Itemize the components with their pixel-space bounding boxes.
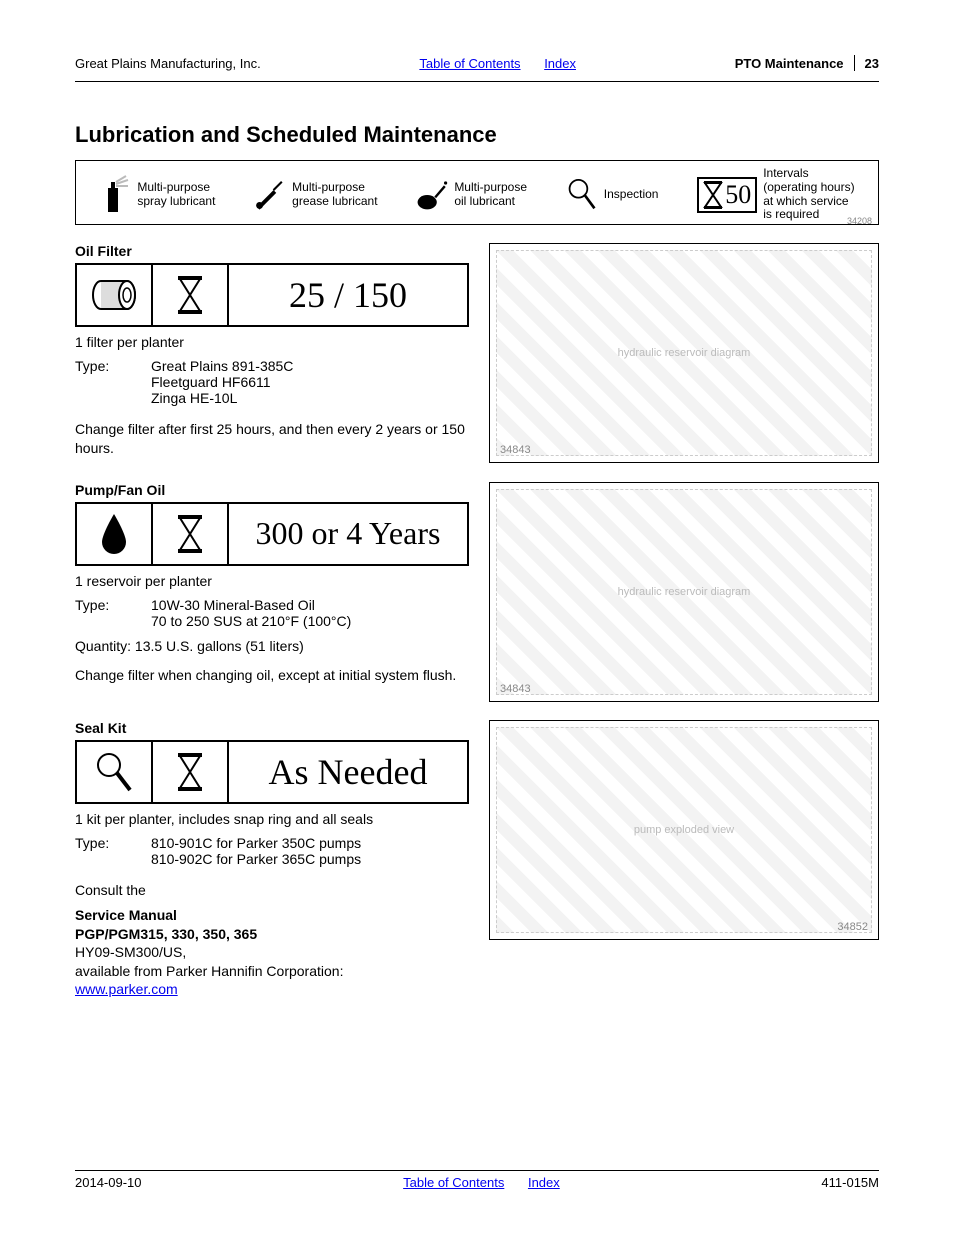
pump-oil-quantity: Quantity: 13.5 U.S. gallons (51 liters) [75, 637, 469, 656]
hourglass-icon [153, 265, 229, 325]
section-title: Lubrication and Scheduled Maintenance [75, 122, 879, 148]
type-label: Type: [75, 835, 133, 867]
company-name: Great Plains Manufacturing, Inc. [75, 56, 261, 71]
type-label: Type: [75, 597, 133, 629]
oil-filter-interval: 25 / 150 [229, 274, 467, 316]
seal-kit-title: Seal Kit [75, 720, 469, 736]
figure-ref: 34843 [500, 683, 531, 695]
oil-filter-type: Type: Great Plains 891-385C Fleetguard H… [75, 358, 469, 406]
pump-oil-row: Pump/Fan Oil 300 or 4 Years 1 reservoir … [75, 482, 879, 702]
divider [854, 55, 855, 71]
interval-number: 50 [725, 180, 751, 210]
type-value: 810-901C for Parker 350C pumps 810-902C … [151, 835, 361, 867]
legend-interval-label: Intervals (operating hours) at which ser… [763, 167, 854, 222]
pump-oil-title: Pump/Fan Oil [75, 482, 469, 498]
seal-kit-type: Type: 810-901C for Parker 350C pumps 810… [75, 835, 469, 867]
seal-kit-interval: As Needed [229, 751, 467, 793]
oil-drop-icon [77, 504, 153, 564]
oil-filter-note: Change filter after first 25 hours, and … [75, 420, 469, 458]
seal-kit-figure-col: pump exploded view 34852 [489, 720, 879, 997]
page-header: Great Plains Manufacturing, Inc. Table o… [75, 55, 879, 75]
legend-oil-label: Multi-purpose oil lubricant [454, 181, 527, 209]
seal-kit-row: Seal Kit As Needed 1 kit per planter, in… [75, 720, 879, 997]
header-nav: Table of Contents Index [261, 56, 735, 71]
seal-kit-code: HY09-SM300/US, [75, 943, 469, 962]
footer-date: 2014-09-10 [75, 1175, 142, 1190]
magnifier-icon [77, 742, 153, 802]
legend-grease: Multi-purpose grease lubricant [254, 174, 377, 216]
pump-oil-note: Change filter when changing oil, except … [75, 666, 469, 685]
seal-kit-manual: Service Manual PGP/PGM315, 330, 350, 365 [75, 906, 469, 944]
legend-ref: 34208 [847, 216, 872, 226]
footer-index-link[interactable]: Index [528, 1175, 560, 1190]
type-value: 10W-30 Mineral-Based Oil 70 to 250 SUS a… [151, 597, 351, 629]
pump-oil-interval: 300 or 4 Years [229, 515, 467, 552]
legend-spray: Multi-purpose spray lubricant [99, 174, 215, 216]
legend-inspection: Inspection [566, 174, 659, 216]
pump-oil-interval-box: 300 or 4 Years [75, 502, 469, 566]
footer-nav: Table of Contents Index [393, 1175, 570, 1190]
pump-oil-figure-col: hydraulic reservoir diagram 34843 [489, 482, 879, 702]
footer-doc: 411-015M [821, 1175, 879, 1190]
oil-filter-left: Oil Filter 25 / 150 1 filter per planter… [75, 243, 469, 464]
legend-grease-label: Multi-purpose grease lubricant [292, 181, 377, 209]
seal-kit-figure: pump exploded view 34852 [489, 720, 879, 940]
hourglass-icon [153, 504, 229, 564]
figure-placeholder: hydraulic reservoir diagram [496, 250, 872, 456]
legend-box: Multi-purpose spray lubricant Multi-purp… [75, 160, 879, 225]
legend-inspection-label: Inspection [604, 188, 659, 202]
oil-can-icon [416, 174, 448, 216]
oil-filter-figure-col: hydraulic reservoir diagram 34843 [489, 243, 879, 464]
legend-spray-label: Multi-purpose spray lubricant [137, 181, 215, 209]
type-value: Great Plains 891-385C Fleetguard HF6611 … [151, 358, 293, 406]
interval-badge: 50 [697, 177, 757, 213]
index-link[interactable]: Index [544, 56, 576, 71]
grease-gun-icon [254, 174, 286, 216]
pump-oil-qty: 1 reservoir per planter [75, 572, 469, 591]
page-footer: 2014-09-10 Table of Contents Index 411-0… [75, 1170, 879, 1190]
hourglass-icon [153, 742, 229, 802]
seal-kit-left: Seal Kit As Needed 1 kit per planter, in… [75, 720, 469, 997]
magnifier-icon [566, 174, 598, 216]
hourglass-icon [703, 181, 723, 209]
parker-link[interactable]: www.parker.com [75, 981, 178, 997]
figure-ref: 34852 [837, 921, 868, 933]
pump-oil-type: Type: 10W-30 Mineral-Based Oil 70 to 250… [75, 597, 469, 629]
spray-can-icon [99, 174, 131, 216]
seal-kit-avail: available from Parker Hannifin Corporati… [75, 962, 469, 981]
header-right: PTO Maintenance 23 [735, 55, 879, 71]
seal-kit-consult: Consult the [75, 881, 469, 900]
figure-ref: 34843 [500, 444, 531, 456]
oil-filter-figure: hydraulic reservoir diagram 34843 [489, 243, 879, 463]
legend-oil: Multi-purpose oil lubricant [416, 174, 527, 216]
oil-filter-title: Oil Filter [75, 243, 469, 259]
oil-filter-interval-box: 25 / 150 [75, 263, 469, 327]
oil-filter-qty: 1 filter per planter [75, 333, 469, 352]
type-label: Type: [75, 358, 133, 406]
seal-kit-interval-box: As Needed [75, 740, 469, 804]
figure-placeholder: hydraulic reservoir diagram [496, 489, 872, 695]
page-number: 23 [865, 56, 879, 71]
filter-icon [77, 265, 153, 325]
pump-oil-figure: hydraulic reservoir diagram 34843 [489, 482, 879, 702]
footer-toc-link[interactable]: Table of Contents [403, 1175, 504, 1190]
toc-link[interactable]: Table of Contents [419, 56, 520, 71]
header-rule [75, 81, 879, 82]
figure-placeholder: pump exploded view [496, 727, 872, 933]
pump-oil-left: Pump/Fan Oil 300 or 4 Years 1 reservoir … [75, 482, 469, 702]
section-name: PTO Maintenance [735, 56, 844, 71]
legend-interval: 50 Intervals (operating hours) at which … [697, 167, 854, 222]
oil-filter-row: Oil Filter 25 / 150 1 filter per planter… [75, 243, 879, 464]
seal-kit-qty: 1 kit per planter, includes snap ring an… [75, 810, 469, 829]
